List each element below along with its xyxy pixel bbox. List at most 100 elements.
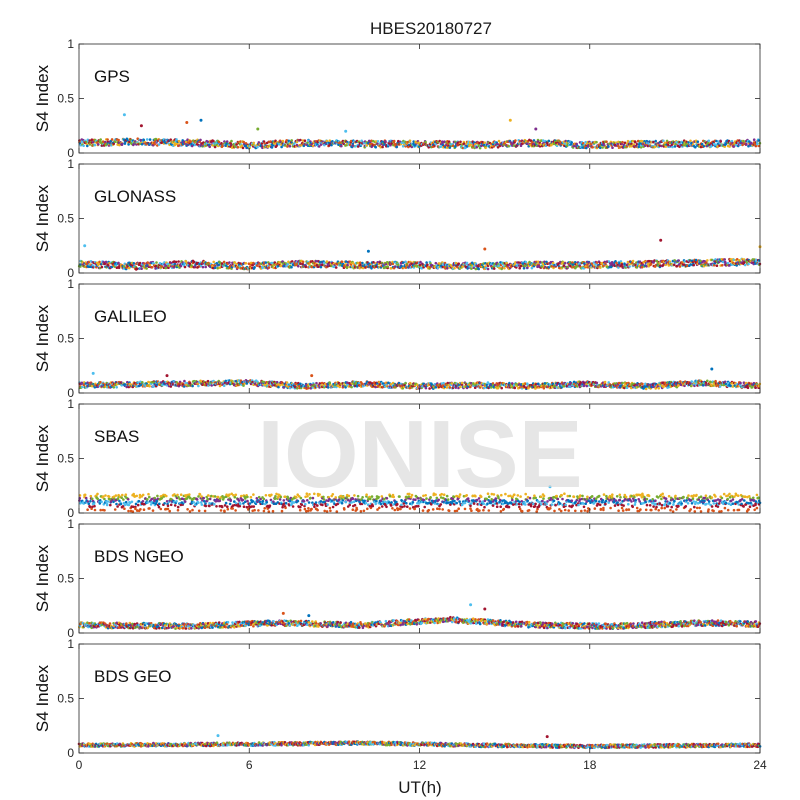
s4-point: [281, 139, 285, 143]
s4-point: [541, 139, 545, 142]
s4-point: [523, 385, 526, 389]
s4-point: [110, 138, 114, 141]
s4-point: [176, 508, 180, 512]
s4-point: [657, 386, 660, 390]
s4-point: [183, 500, 187, 503]
s4-point: [132, 262, 136, 265]
s4-point: [299, 138, 302, 142]
s4-point: [560, 386, 563, 389]
s4-point: [151, 509, 155, 512]
s4-point: [262, 140, 266, 143]
s4-point: [197, 509, 201, 513]
s4-point: [628, 265, 631, 268]
s4-point: [239, 502, 242, 506]
s4-point: [123, 142, 127, 145]
s4-point: [202, 141, 205, 144]
s4-point: [621, 381, 624, 385]
s4-point: [231, 507, 234, 510]
s4-point: [235, 143, 238, 146]
s4-point: [530, 266, 534, 270]
s4-point: [319, 265, 323, 269]
s4-point: [595, 140, 598, 144]
s4-point: [637, 145, 641, 149]
s4-point: [85, 140, 88, 144]
s4-points: [78, 113, 762, 150]
s4-point: [116, 505, 119, 508]
s4-point: [100, 265, 104, 269]
s4-point: [119, 502, 123, 506]
s4-point: [450, 382, 454, 385]
s4-point: [146, 498, 149, 501]
s4-point: [225, 140, 229, 143]
s4-point: [155, 383, 159, 386]
s4-point: [345, 266, 349, 270]
s4-point: [707, 139, 711, 143]
s4-point-peak: [91, 371, 95, 375]
s4-point: [442, 381, 445, 385]
s4-point: [141, 500, 145, 503]
s4-point: [238, 504, 242, 508]
s4-point: [175, 138, 178, 141]
s4-point: [193, 143, 197, 147]
s4-point: [599, 266, 602, 269]
s4-point: [240, 144, 244, 147]
s4-point: [154, 137, 158, 141]
s4-point: [260, 142, 264, 145]
s4-point: [470, 267, 473, 270]
s4-point: [323, 261, 326, 265]
panel-label: GALILEO: [94, 307, 167, 326]
s4-point: [404, 381, 407, 385]
s4-point: [242, 505, 246, 509]
s4-point: [188, 510, 192, 513]
panel-label: GPS: [94, 67, 130, 86]
s4-point: [617, 381, 621, 385]
s4-point: [226, 505, 229, 509]
s4-point-peak: [165, 374, 169, 378]
s4-point: [297, 264, 300, 268]
s4-point: [607, 145, 610, 148]
s4-point: [696, 140, 700, 143]
s4-point: [115, 502, 118, 506]
s4-point: [203, 509, 207, 513]
s4-point: [240, 494, 243, 498]
s4-point: [732, 145, 735, 148]
s4-point: [186, 508, 189, 511]
y-tick-label: 1: [67, 37, 74, 51]
s4-point: [207, 494, 210, 497]
s4-point: [542, 386, 546, 390]
s4-point: [408, 139, 412, 143]
s4-point: [105, 503, 109, 507]
s4-point: [434, 386, 438, 389]
s4-point: [288, 144, 292, 148]
s4-point: [418, 263, 422, 267]
panel-background: [79, 284, 760, 393]
s4-point: [113, 140, 117, 143]
s4-point: [486, 267, 490, 271]
s4-point: [103, 497, 106, 501]
s4-point: [526, 142, 529, 146]
s4-point: [694, 145, 697, 149]
s4-point: [252, 141, 256, 145]
s4-point: [192, 501, 196, 504]
s4-point: [213, 495, 217, 498]
s4-point: [233, 500, 236, 503]
s4-point: [290, 265, 293, 269]
s4-point: [253, 266, 256, 269]
s4-point: [692, 263, 695, 267]
s4-point: [541, 262, 545, 266]
s4-point: [706, 259, 709, 262]
s4-point: [393, 265, 397, 268]
s4-point: [598, 146, 602, 150]
s4-point: [142, 508, 146, 512]
s4-point: [90, 497, 94, 501]
s4-point: [279, 383, 282, 387]
s4-point-peak: [659, 238, 663, 242]
y-tick-label: 1: [67, 277, 74, 291]
s4-point: [746, 386, 750, 390]
s4-point: [197, 501, 200, 505]
s4-point: [620, 263, 624, 266]
s4-point: [83, 493, 87, 497]
